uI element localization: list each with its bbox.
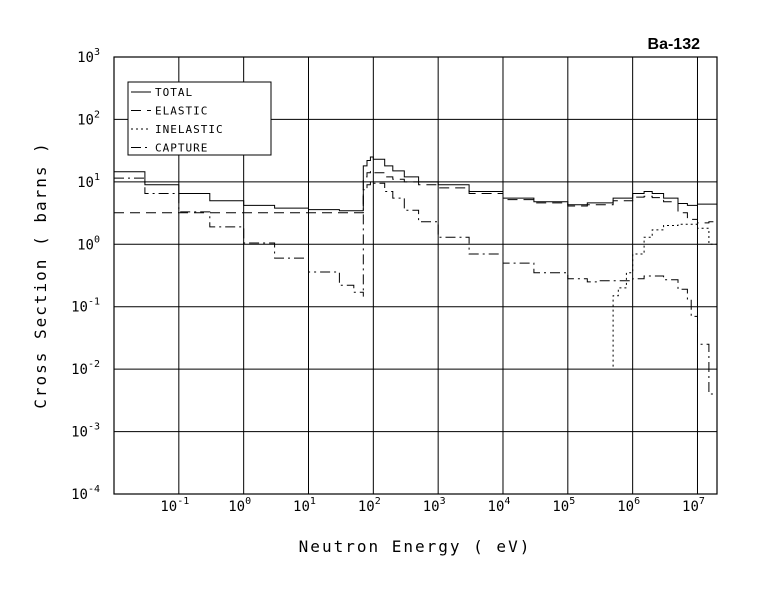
legend-label-total: TOTAL <box>155 86 193 99</box>
y-tick-label: 10-2 <box>71 359 100 378</box>
x-tick-label: 103 <box>423 496 446 515</box>
series-line-total <box>114 156 718 212</box>
y-tick-label: 10-4 <box>71 484 100 503</box>
y-tick-label: 103 <box>77 47 100 66</box>
series-layer <box>114 156 718 418</box>
y-tick-label: 101 <box>77 172 100 191</box>
x-tick-labels: 10-1 100 101 102 103 104 105 106 107 <box>160 496 705 515</box>
chart-title: Ba-132 <box>648 36 701 53</box>
x-tick-label: 100 <box>228 496 251 515</box>
series-line-capture <box>114 177 718 418</box>
x-tick-label: 101 <box>293 496 316 515</box>
series-line-elastic <box>114 170 718 224</box>
y-tick-label: 100 <box>77 234 100 253</box>
y-tick-label: 102 <box>77 109 100 128</box>
legend-label-capture: CAPTURE <box>155 142 208 155</box>
legend-box <box>127 81 272 156</box>
x-tick-label: 106 <box>617 496 640 515</box>
series-line-inelastic <box>612 223 718 367</box>
x-tick-label: 10-1 <box>160 496 189 515</box>
legend-label-elastic: ELASTIC <box>155 105 208 118</box>
y-tick-label: 10-1 <box>71 297 100 316</box>
legend: TOTAL ELASTIC INELASTIC CAPTURE <box>127 81 272 156</box>
x-axis-title: Neutron Energy ( eV) <box>299 537 532 556</box>
y-axis-title: Cross Section ( barns ) <box>31 141 50 409</box>
y-tick-label: 10-3 <box>71 422 100 441</box>
x-tick-label: 107 <box>682 496 705 515</box>
plot-frame <box>113 56 718 495</box>
legend-label-inelastic: INELASTIC <box>155 123 224 136</box>
x-tick-label: 102 <box>358 496 381 515</box>
x-tick-label: 104 <box>488 496 511 515</box>
x-tick-label: 105 <box>552 496 575 515</box>
y-tick-labels: 10-4 10-3 10-2 10-1 100 101 102 103 <box>71 47 100 503</box>
